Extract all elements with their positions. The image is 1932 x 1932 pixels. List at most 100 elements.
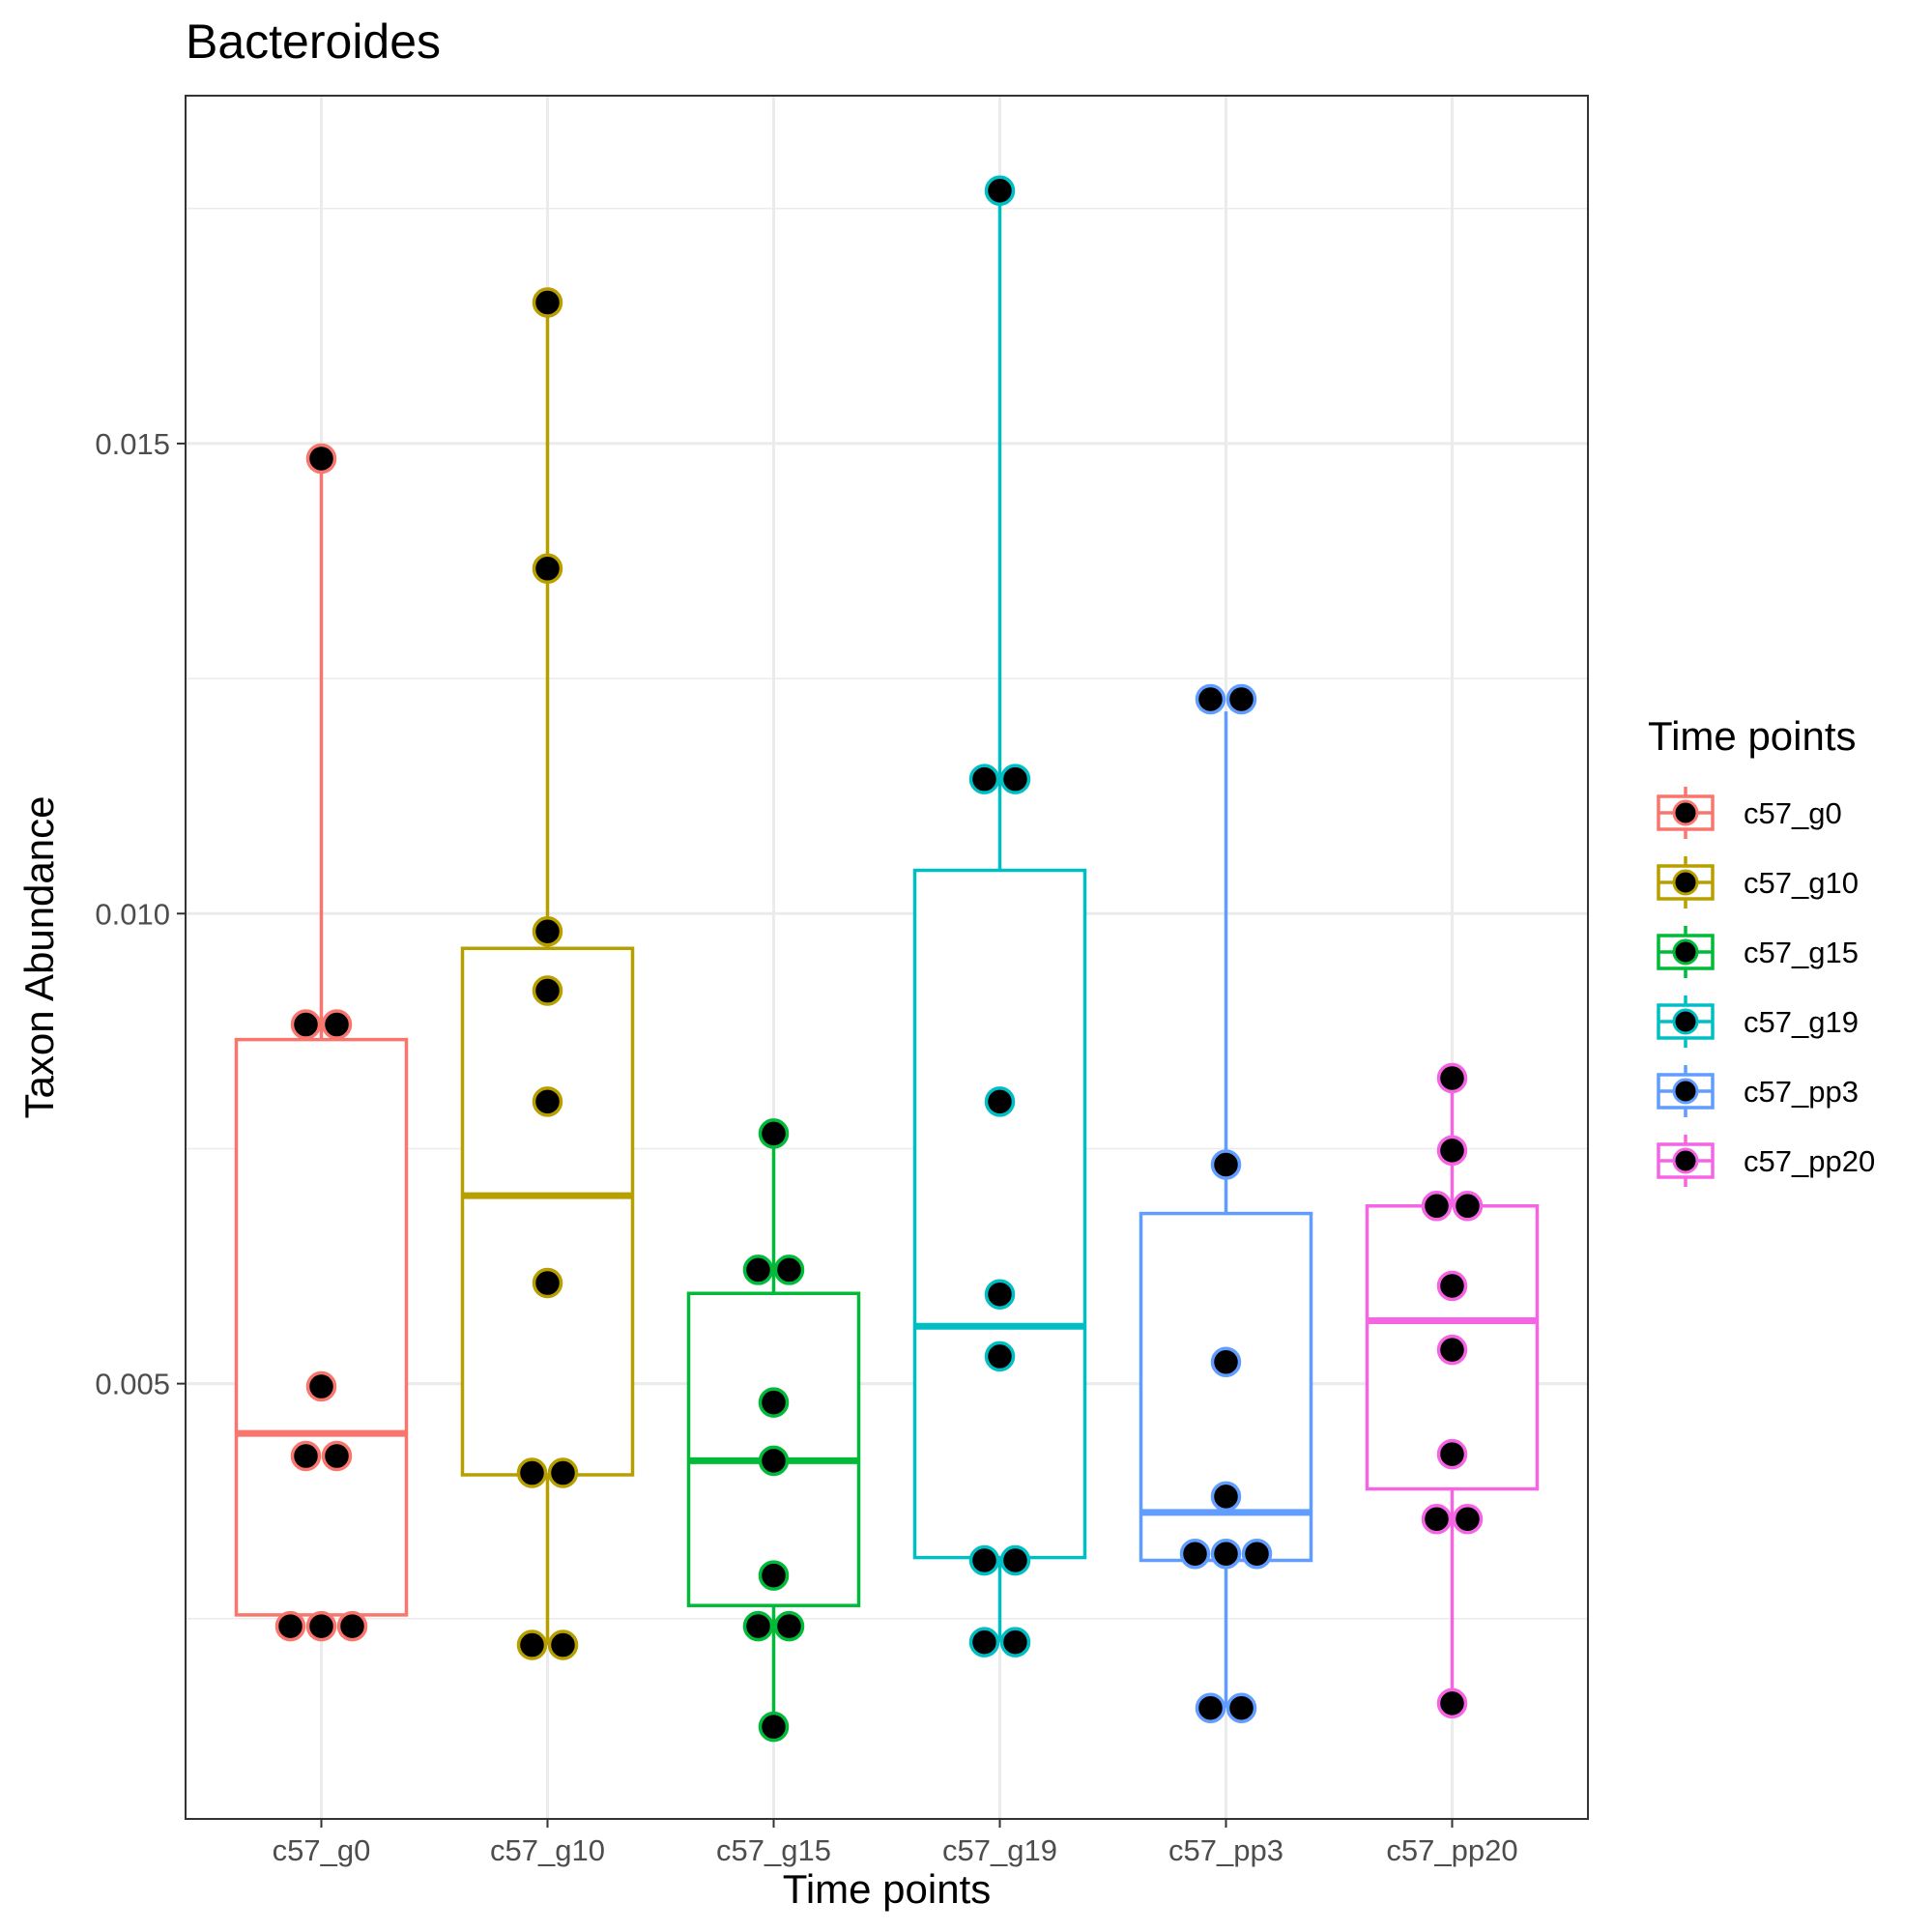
data-point bbox=[532, 553, 563, 585]
y-axis-title: Taxon Abundance bbox=[16, 796, 62, 1119]
y-tick-label: 0.015 bbox=[95, 427, 170, 461]
legend-item-c57_g0: c57_g0 bbox=[1657, 787, 1842, 839]
data-point bbox=[1195, 683, 1226, 715]
legend-title: Time points bbox=[1648, 713, 1857, 759]
data-point bbox=[773, 1254, 805, 1285]
data-point bbox=[516, 1457, 548, 1488]
data-point bbox=[305, 1610, 337, 1642]
plot-points bbox=[274, 175, 1484, 1743]
data-point bbox=[274, 1610, 306, 1642]
legend-label: c57_g10 bbox=[1744, 866, 1859, 900]
data-point bbox=[1226, 1692, 1257, 1723]
data-point bbox=[1210, 1149, 1242, 1180]
data-point bbox=[968, 1627, 1000, 1658]
x-tick-label: c57_g0 bbox=[273, 1833, 371, 1867]
panel-border bbox=[185, 95, 1589, 1820]
y-tick-label: 0.010 bbox=[95, 897, 170, 931]
data-point bbox=[305, 1370, 337, 1402]
data-point bbox=[532, 975, 563, 1006]
data-point bbox=[532, 916, 563, 947]
x-tick-label: c57_g15 bbox=[716, 1833, 831, 1867]
legend-item-c57_g19: c57_g19 bbox=[1657, 995, 1859, 1048]
data-point bbox=[1421, 1191, 1453, 1222]
data-point bbox=[1421, 1503, 1453, 1535]
data-point bbox=[984, 1279, 1016, 1310]
data-point bbox=[984, 1086, 1016, 1117]
data-point bbox=[1226, 683, 1257, 715]
legend-key-point bbox=[1672, 1147, 1699, 1174]
data-point bbox=[1436, 1062, 1468, 1094]
data-point bbox=[999, 1544, 1031, 1576]
legend-item-c57_g10: c57_g10 bbox=[1657, 856, 1859, 908]
box-c57_g0 bbox=[234, 458, 409, 1627]
data-point bbox=[1436, 1687, 1468, 1719]
axes: 0.005 0.010 0.015 c57_g0 c57_g10 c57_g15 c57_g… bbox=[95, 427, 1517, 1867]
data-point bbox=[532, 287, 563, 318]
legend-key-point bbox=[1672, 1008, 1699, 1035]
box-iqr bbox=[912, 868, 1087, 1560]
data-point bbox=[532, 1086, 563, 1117]
data-point bbox=[742, 1254, 774, 1285]
data-point bbox=[999, 764, 1031, 794]
box-iqr bbox=[460, 946, 635, 1477]
data-point bbox=[290, 1009, 322, 1040]
data-point bbox=[999, 1627, 1031, 1658]
data-point bbox=[758, 1118, 790, 1149]
data-point bbox=[773, 1610, 805, 1642]
box-c57_pp20 bbox=[1365, 1078, 1540, 1704]
data-point bbox=[1436, 1438, 1468, 1470]
data-point bbox=[532, 1267, 563, 1299]
x-tick-label: c57_pp3 bbox=[1168, 1833, 1283, 1867]
data-point bbox=[968, 764, 1000, 794]
data-point bbox=[984, 175, 1016, 206]
legend: Time points c57_g0 c57_g10 c57_g15 c57_g19c… bbox=[1648, 713, 1875, 1187]
data-point bbox=[1210, 1538, 1242, 1570]
data-point bbox=[968, 1544, 1000, 1576]
data-point bbox=[1210, 1346, 1242, 1378]
data-point bbox=[1241, 1538, 1273, 1570]
data-point bbox=[290, 1440, 322, 1472]
x-tick-label: c57_pp20 bbox=[1386, 1833, 1517, 1867]
box-c57_g19 bbox=[912, 190, 1087, 1643]
legend-item-c57_g15: c57_g15 bbox=[1657, 926, 1859, 978]
data-point bbox=[1436, 1270, 1468, 1302]
data-point bbox=[547, 1629, 579, 1660]
legend-key-point bbox=[1672, 938, 1699, 966]
legend-label: c57_g15 bbox=[1744, 936, 1859, 969]
data-point bbox=[1436, 1135, 1468, 1167]
plot-boxes bbox=[234, 190, 1540, 1727]
data-point bbox=[758, 1711, 790, 1743]
x-tick-label: c57_g19 bbox=[942, 1833, 1057, 1867]
legend-label: c57_pp20 bbox=[1744, 1144, 1875, 1178]
data-point bbox=[336, 1610, 368, 1642]
data-point bbox=[1179, 1538, 1211, 1570]
box-c57_g15 bbox=[686, 1133, 861, 1727]
legend-key-point bbox=[1672, 1078, 1699, 1105]
box-iqr bbox=[234, 1037, 409, 1617]
legend-key-point bbox=[1672, 869, 1699, 896]
data-point bbox=[758, 1445, 790, 1477]
box-c57_g10 bbox=[460, 302, 635, 1646]
data-point bbox=[547, 1457, 579, 1488]
data-point bbox=[321, 1440, 353, 1472]
chart-title: Bacteroides bbox=[186, 14, 441, 69]
data-point bbox=[1452, 1503, 1484, 1535]
legend-label: c57_pp3 bbox=[1744, 1075, 1859, 1109]
x-tick-label: c57_g10 bbox=[490, 1833, 605, 1867]
data-point bbox=[984, 1341, 1016, 1372]
x-axis-title: Time points bbox=[783, 1866, 992, 1912]
data-point bbox=[758, 1387, 790, 1418]
legend-label: c57_g19 bbox=[1744, 1005, 1859, 1039]
data-point bbox=[321, 1009, 353, 1040]
legend-item-c57_pp20: c57_pp20 bbox=[1657, 1135, 1875, 1187]
data-point bbox=[758, 1560, 790, 1591]
data-point bbox=[742, 1610, 774, 1642]
data-point bbox=[1452, 1191, 1484, 1222]
data-point bbox=[1210, 1481, 1242, 1513]
data-point bbox=[305, 443, 337, 475]
legend-key-point bbox=[1672, 799, 1699, 826]
data-point bbox=[1436, 1334, 1468, 1366]
y-tick-label: 0.005 bbox=[95, 1368, 170, 1401]
data-point bbox=[1195, 1692, 1226, 1723]
